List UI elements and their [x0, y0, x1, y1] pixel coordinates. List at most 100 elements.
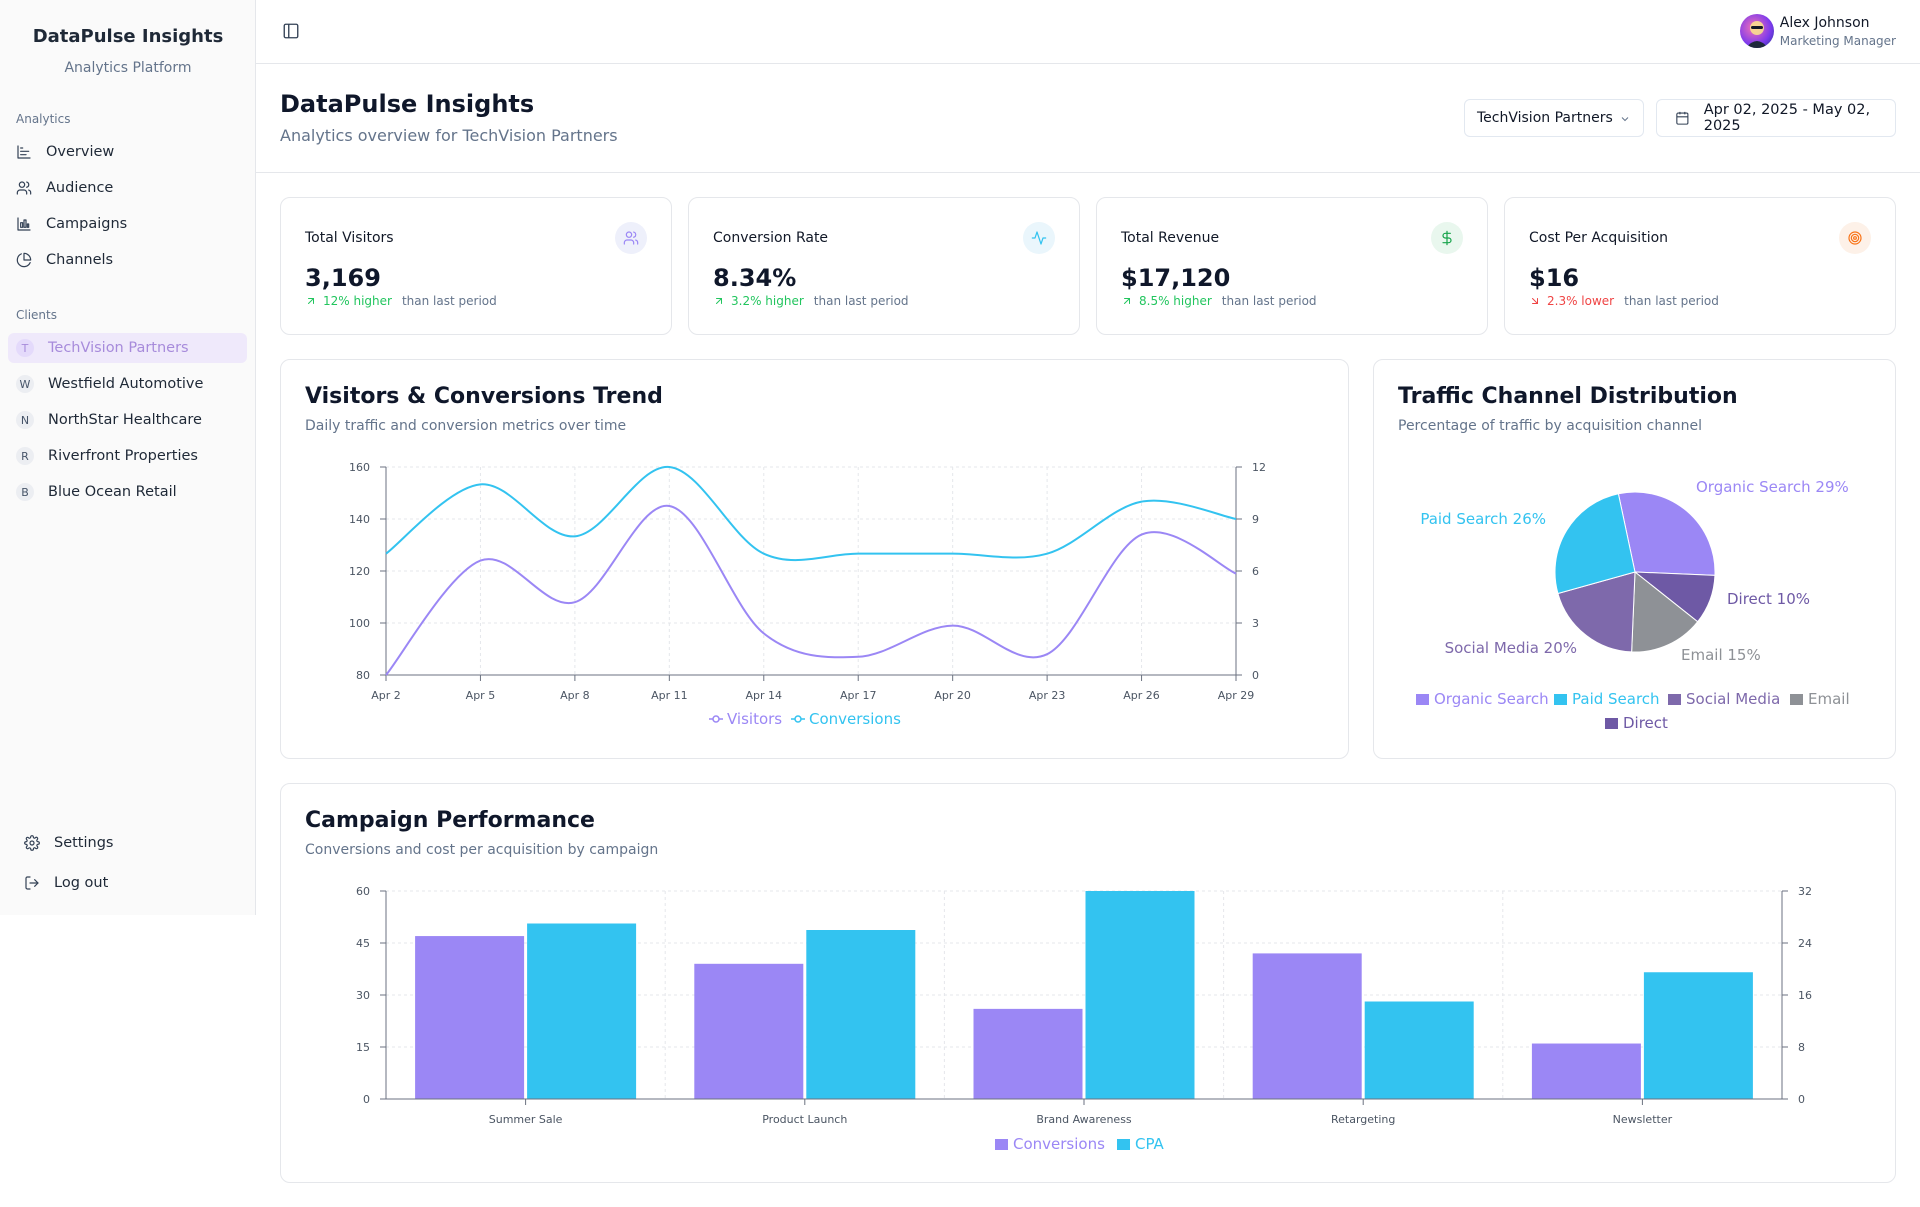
- x-tick-label: Apr 23: [1029, 689, 1066, 702]
- y-right-tick-label: 0: [1252, 669, 1259, 682]
- kpi-change-text: 12% higher: [323, 294, 392, 308]
- date-range-value: Apr 02, 2025 - May 02, 2025: [1703, 102, 1871, 134]
- x-tick-label: Apr 17: [840, 689, 877, 702]
- calendar-icon: [1676, 111, 1689, 125]
- date-range-picker[interactable]: Apr 02, 2025 - May 02, 2025: [1656, 99, 1896, 137]
- client-avatar: T: [16, 339, 34, 357]
- pie-label: Paid Search 26%: [1420, 510, 1546, 528]
- overview-icon: [17, 145, 31, 159]
- sidebar-item-overview[interactable]: Overview: [8, 137, 247, 167]
- trend-chart-card: Visitors & Conversions Trend Daily traff…: [280, 359, 1349, 759]
- activity-icon: [1031, 231, 1047, 245]
- x-tick-label: Apr 5: [466, 689, 496, 702]
- clients-group-label: Clients: [16, 308, 57, 322]
- legend-swatch: [1416, 694, 1429, 705]
- kpi-label: Total Revenue: [1121, 230, 1220, 246]
- kpi-card-conversion-rate: Conversion Rate 8.34% 3.2% higher than l…: [688, 197, 1080, 335]
- settings-button[interactable]: Settings: [16, 828, 248, 858]
- kpi-change-suffix: than last period: [813, 294, 909, 308]
- trend-chart-title: Visitors & Conversions Trend: [305, 384, 663, 409]
- kpi-icon-wrap: [1839, 222, 1871, 254]
- users-icon: [623, 231, 639, 245]
- kpi-value: 3,169: [305, 264, 381, 292]
- x-tick-label: Apr 2: [371, 689, 401, 702]
- user-menu[interactable]: Alex Johnson Marketing Manager: [1739, 14, 1896, 48]
- legend-swatch: [1554, 694, 1567, 705]
- sidebar-client-riverfront[interactable]: R Riverfront Properties: [8, 441, 247, 471]
- settings-label: Settings: [54, 835, 114, 851]
- channel-chart-card: Traffic Channel Distribution Percentage …: [1373, 359, 1896, 759]
- pie-label: Direct 10%: [1727, 590, 1810, 608]
- sidebar-toggle-button[interactable]: [282, 22, 302, 42]
- bar-cpa: [1085, 891, 1195, 1099]
- kpi-change: 8.5% higher than last period: [1121, 294, 1317, 308]
- bar-cpa: [1364, 1001, 1474, 1099]
- sidebar-item-label: Audience: [46, 180, 114, 196]
- page-title: DataPulse Insights: [280, 90, 535, 118]
- kpi-card-visitors: Total Visitors 3,169 12% higher than las…: [280, 197, 672, 335]
- legend-label: Social Media: [1686, 690, 1780, 708]
- x-tick-label: Apr 20: [934, 689, 971, 702]
- campaign-chart-card: Campaign Performance Conversions and cos…: [280, 783, 1896, 1183]
- legend-label: Email: [1808, 690, 1850, 708]
- legend-label: Conversions: [1013, 1135, 1105, 1153]
- kpi-label: Conversion Rate: [713, 230, 829, 246]
- client-label: NorthStar Healthcare: [48, 412, 202, 428]
- sidebar-item-channels[interactable]: Channels: [8, 245, 247, 275]
- sidebar-item-campaigns[interactable]: Campaigns: [8, 209, 247, 239]
- sidebar-item-audience[interactable]: Audience: [8, 173, 247, 203]
- campaign-chart-title: Campaign Performance: [305, 808, 595, 833]
- sidebar-item-label: Overview: [46, 144, 115, 160]
- pie-chart-icon: [16, 252, 32, 268]
- bar-conversions: [1531, 1043, 1641, 1099]
- sidebar-client-techvision[interactable]: T TechVision Partners: [8, 333, 247, 363]
- client-select[interactable]: TechVision Partners: [1464, 99, 1644, 137]
- sidebar-item-label: Channels: [46, 252, 114, 268]
- panel-left-icon: [283, 23, 299, 39]
- kpi-change-text: 8.5% higher: [1139, 294, 1212, 308]
- y-right-tick-label: 16: [1798, 989, 1812, 1002]
- sidebar: DataPulse Insights Analytics Platform An…: [0, 0, 256, 915]
- bar-conversions: [1252, 953, 1362, 1099]
- bar-conversions: [415, 936, 525, 1099]
- sidebar-client-blueocean[interactable]: B Blue Ocean Retail: [8, 477, 247, 507]
- sidebar-client-westfield[interactable]: W Westfield Automotive: [8, 369, 247, 399]
- logout-button[interactable]: Log out: [16, 868, 248, 898]
- x-tick-label: Apr 29: [1218, 689, 1255, 702]
- legend-label: CPA: [1135, 1135, 1165, 1153]
- kpi-icon-wrap: [615, 222, 647, 254]
- kpi-label: Total Visitors: [305, 230, 394, 246]
- x-tick-label: Newsletter: [1613, 1113, 1673, 1126]
- client-avatar: N: [16, 411, 34, 429]
- pie-slice-organic-search: [1617, 491, 1716, 576]
- kpi-card-cpa: Cost Per Acquisition $16 2.3% lower than…: [1504, 197, 1896, 335]
- pie-slice-email: [1631, 570, 1699, 653]
- kpi-card-revenue: Total Revenue $17,120 8.5% higher than l…: [1096, 197, 1488, 335]
- arrow-up-right-icon: [716, 298, 722, 304]
- series-line-conversions: [385, 465, 1237, 562]
- kpi-change: 12% higher than last period: [305, 294, 497, 308]
- pie-label: Email 15%: [1681, 646, 1761, 664]
- legend-label: Direct: [1623, 714, 1668, 732]
- campaign-chart-subtitle: Conversions and cost per acquisition by …: [305, 842, 659, 858]
- client-label: Blue Ocean Retail: [48, 484, 177, 500]
- y-right-tick-label: 12: [1252, 461, 1266, 474]
- channel-pie-chart: Organic Search 29% Direct 10% Email 15% Soc…: [1416, 478, 1850, 732]
- legend-marker-dot: [794, 715, 802, 723]
- y-left-tick-label: 45: [356, 937, 370, 950]
- pie-label: Organic Search 29%: [1696, 478, 1849, 496]
- kpi-change: 3.2% higher than last period: [713, 294, 909, 308]
- legend-label: Visitors: [727, 710, 782, 728]
- x-tick-label: Retargeting: [1331, 1113, 1395, 1126]
- kpi-value: $17,120: [1121, 264, 1231, 292]
- sidebar-client-northstar[interactable]: N NorthStar Healthcare: [8, 405, 247, 435]
- legend-marker-dot: [712, 715, 720, 723]
- x-tick-label: Apr 26: [1123, 689, 1160, 702]
- x-tick-label: Apr 11: [651, 689, 688, 702]
- y-left-tick-label: 60: [356, 885, 370, 898]
- bar-cpa: [806, 930, 916, 1099]
- bar-cpa: [1643, 972, 1753, 1099]
- kpi-change-text: 2.3% lower: [1547, 294, 1615, 308]
- y-left-tick-label: 120: [349, 565, 370, 578]
- client-avatar: B: [16, 483, 34, 501]
